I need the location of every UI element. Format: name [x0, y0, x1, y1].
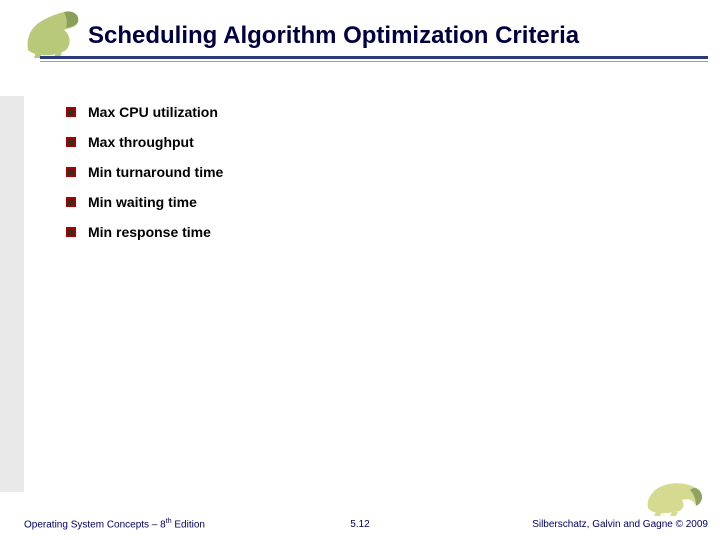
list-item-text: Min waiting time	[88, 194, 197, 210]
title-rule-thin	[40, 61, 708, 62]
footer-left: Operating System Concepts – 8th Edition	[24, 518, 205, 530]
list-item-text: Max throughput	[88, 134, 194, 150]
bullet-icon	[66, 167, 76, 177]
slide-title: Scheduling Algorithm Optimization Criter…	[88, 22, 579, 50]
footer-left-prefix: Operating System Concepts – 8	[24, 519, 166, 530]
footer-left-suffix: Edition	[172, 519, 205, 530]
footer-center: 5.12	[350, 519, 369, 530]
list-item: Min response time	[66, 224, 680, 240]
bullet-icon	[66, 107, 76, 117]
list-item-text: Min response time	[88, 224, 211, 240]
header: Scheduling Algorithm Optimization Criter…	[0, 0, 720, 78]
content-area: Max CPU utilization Max throughput Min t…	[66, 104, 680, 254]
slide: Scheduling Algorithm Optimization Criter…	[0, 0, 720, 540]
bullet-icon	[66, 137, 76, 147]
footer: Operating System Concepts – 8th Edition …	[0, 504, 720, 540]
dinosaur-top-icon	[22, 4, 86, 58]
side-stripe	[0, 96, 24, 492]
bullet-icon	[66, 227, 76, 237]
list-item-text: Max CPU utilization	[88, 104, 218, 120]
list-item-text: Min turnaround time	[88, 164, 223, 180]
footer-right: Silberschatz, Galvin and Gagne © 2009	[532, 519, 708, 530]
list-item: Max CPU utilization	[66, 104, 680, 120]
list-item: Min waiting time	[66, 194, 680, 210]
list-item: Max throughput	[66, 134, 680, 150]
list-item: Min turnaround time	[66, 164, 680, 180]
title-rule-thick	[40, 56, 708, 59]
bullet-icon	[66, 197, 76, 207]
